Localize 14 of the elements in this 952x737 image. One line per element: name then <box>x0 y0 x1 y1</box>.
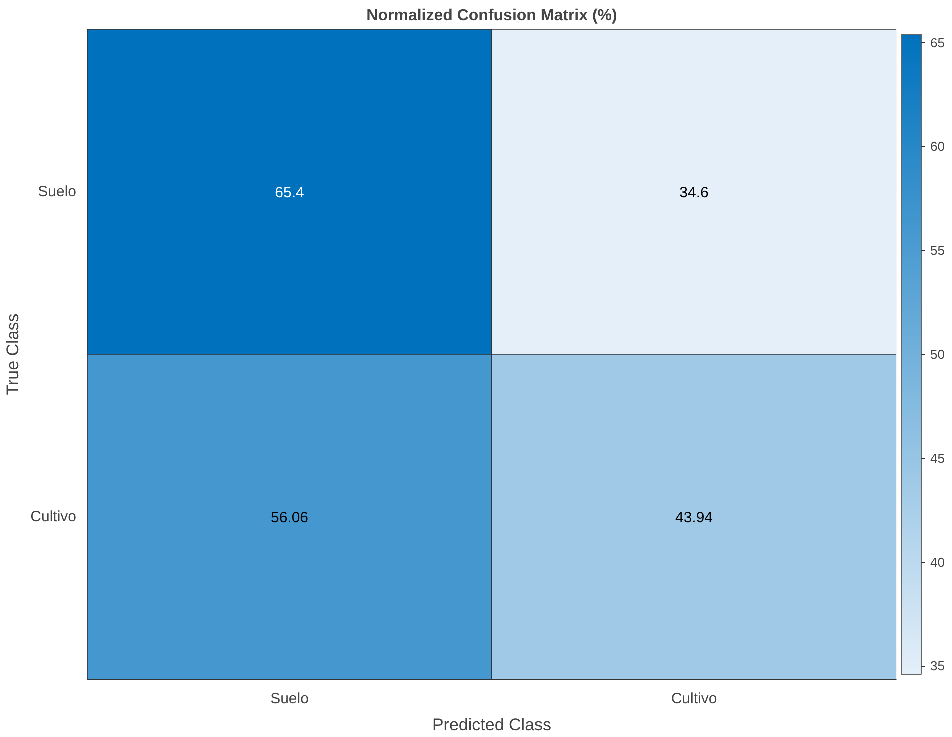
chart-title: Normalized Confusion Matrix (%) <box>366 8 618 24</box>
data-label: 65.4 <box>275 184 304 202</box>
x-axis-title: Predicted Class <box>432 716 552 734</box>
color-bar-label: 55 <box>930 243 945 258</box>
data-label: 43.94 <box>675 510 714 526</box>
color-bar-label: 50 <box>930 347 945 362</box>
color-bar-label: 40 <box>930 554 945 570</box>
color-bar-label: 35 <box>930 658 945 674</box>
color-bar-label: 65 <box>930 35 945 50</box>
data-label: 56.06 <box>270 510 309 526</box>
data-label: 34.6 <box>680 184 709 202</box>
color-bar-label: 45 <box>930 450 945 466</box>
y-axis-title: True Class <box>4 314 23 396</box>
color-bar-label: 60 <box>930 139 945 154</box>
